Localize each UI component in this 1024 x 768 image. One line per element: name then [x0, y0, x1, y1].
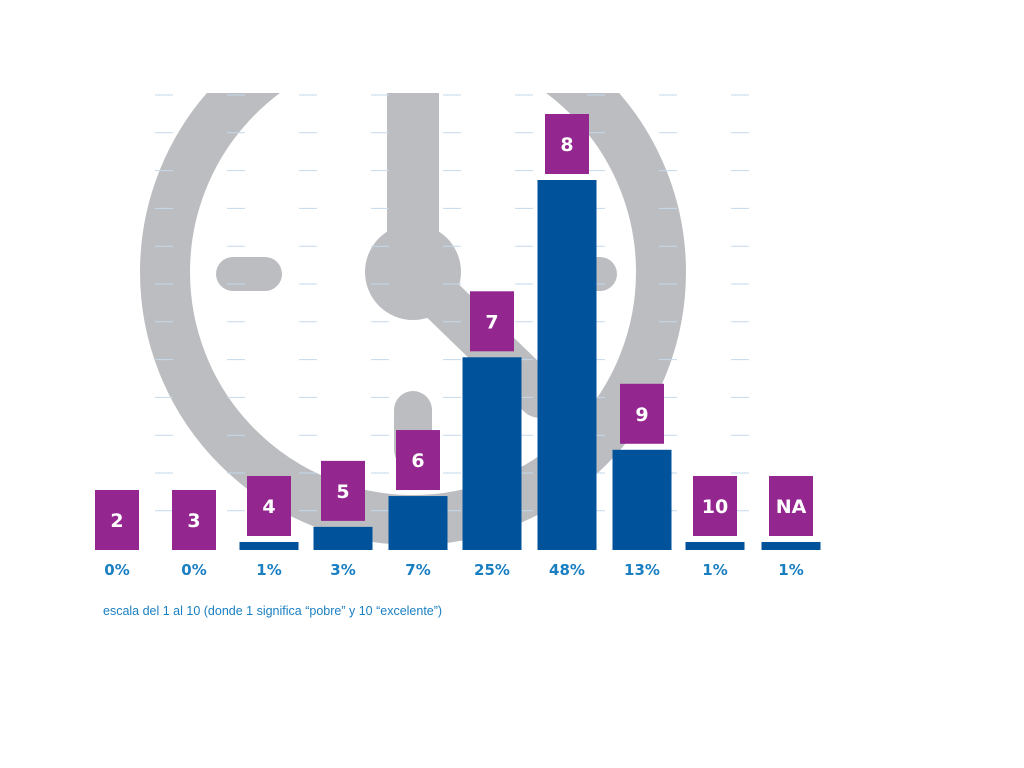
category-box-6	[396, 430, 440, 491]
category-box-10	[693, 476, 737, 536]
bar-10	[685, 542, 745, 550]
category-labels: 2 3 4 5 6 7 8 9 10 NA	[95, 114, 813, 550]
value-label-6: 7%	[405, 561, 430, 579]
category-label-4: 4	[262, 496, 275, 518]
value-label-3: 0%	[181, 561, 206, 579]
value-labels: 0% 0% 1% 3% 7% 25% 48% 13% 1% 1%	[104, 561, 803, 579]
value-label-9: 13%	[624, 561, 660, 579]
category-label-NA: NA	[776, 496, 807, 518]
value-label-10: 1%	[702, 561, 727, 579]
scale-caption: escala del 1 al 10 (donde 1 significa “p…	[103, 604, 443, 618]
value-label-8: 48%	[549, 561, 585, 579]
value-label-NA: 1%	[778, 561, 803, 579]
value-label-7: 25%	[474, 561, 510, 579]
bar-5	[313, 526, 373, 550]
category-label-10: 10	[702, 496, 728, 518]
bars	[239, 180, 821, 550]
category-label-5: 5	[336, 481, 349, 503]
category-box-8	[545, 114, 589, 174]
category-box-9	[620, 383, 664, 444]
value-label-4: 1%	[256, 561, 281, 579]
bar-6	[388, 496, 448, 550]
bar-8	[537, 180, 597, 550]
category-label-8: 8	[560, 134, 573, 156]
category-box-7	[470, 291, 514, 352]
category-label-9: 9	[635, 404, 648, 426]
category-box-2	[95, 490, 139, 550]
category-label-2: 2	[110, 510, 123, 532]
bar-4	[239, 542, 299, 550]
bar-NA	[761, 542, 821, 550]
category-box-3	[172, 490, 216, 550]
category-box-4	[247, 476, 291, 536]
category-box-5	[321, 460, 365, 521]
value-label-5: 3%	[330, 561, 355, 579]
category-label-6: 6	[411, 450, 424, 472]
category-box-NA	[769, 476, 813, 536]
clock-center	[365, 224, 461, 320]
category-label-3: 3	[187, 510, 200, 532]
bar-9	[612, 449, 672, 550]
category-label-7: 7	[485, 311, 498, 333]
bar-7	[462, 357, 522, 550]
value-label-2: 0%	[104, 561, 129, 579]
